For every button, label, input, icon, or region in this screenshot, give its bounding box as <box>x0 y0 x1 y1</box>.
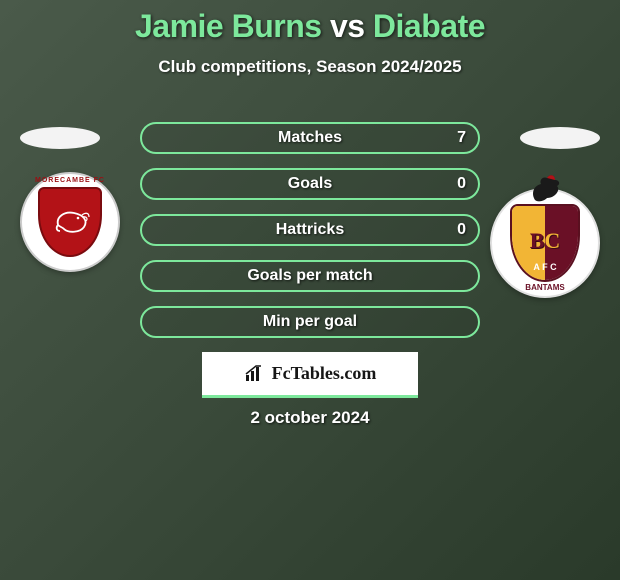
player1-club-badge: MORECAMBE FC <box>20 172 120 272</box>
title-vs: vs <box>330 8 365 44</box>
bars-icon <box>244 365 266 383</box>
stat-row-goals-per-match: Goals per match <box>140 260 480 292</box>
shrimp-icon <box>54 207 90 235</box>
stat-right-value: 0 <box>457 175 466 193</box>
player1-name: Jamie Burns <box>135 8 322 44</box>
stats-table: Matches 7 Goals 0 Hattricks 0 Goals per … <box>140 122 480 352</box>
stat-row-goals: Goals 0 <box>140 168 480 200</box>
date-text: 2 october 2024 <box>0 408 620 428</box>
stat-row-hattricks: Hattricks 0 <box>140 214 480 246</box>
comparison-card: Jamie Burns vs Diabate Club competitions… <box>0 0 620 580</box>
bradford-crest: BC A F C BANTAMS <box>490 188 600 298</box>
stat-row-min-per-goal: Min per goal <box>140 306 480 338</box>
crest-shield: BC A F C <box>510 204 580 282</box>
crest-banner: BANTAMS <box>492 283 598 292</box>
stat-label: Hattricks <box>276 221 344 239</box>
crest-shield <box>38 187 102 257</box>
stat-label: Matches <box>278 129 342 147</box>
player1-photo-placeholder <box>20 127 100 149</box>
stat-label: Goals <box>288 175 332 193</box>
stat-right-value: 0 <box>457 221 466 239</box>
stat-right-value: 7 <box>457 129 466 147</box>
crest-letters: BC <box>512 228 578 254</box>
branding-box: FcTables.com <box>202 352 418 398</box>
stat-label: Goals per match <box>247 267 372 285</box>
morecambe-crest: MORECAMBE FC <box>20 172 120 272</box>
branding-text: FcTables.com <box>272 363 377 384</box>
stat-row-matches: Matches 7 <box>140 122 480 154</box>
player2-photo-placeholder <box>520 127 600 149</box>
rooster-icon <box>525 172 565 202</box>
crest-ring-text: MORECAMBE FC <box>22 177 118 184</box>
player2-club-badge: BC A F C BANTAMS <box>490 188 600 298</box>
player2-name: Diabate <box>373 8 485 44</box>
title: Jamie Burns vs Diabate <box>0 0 620 45</box>
subtitle: Club competitions, Season 2024/2025 <box>0 57 620 77</box>
crest-afc: A F C <box>512 262 578 272</box>
stat-label: Min per goal <box>263 313 357 331</box>
